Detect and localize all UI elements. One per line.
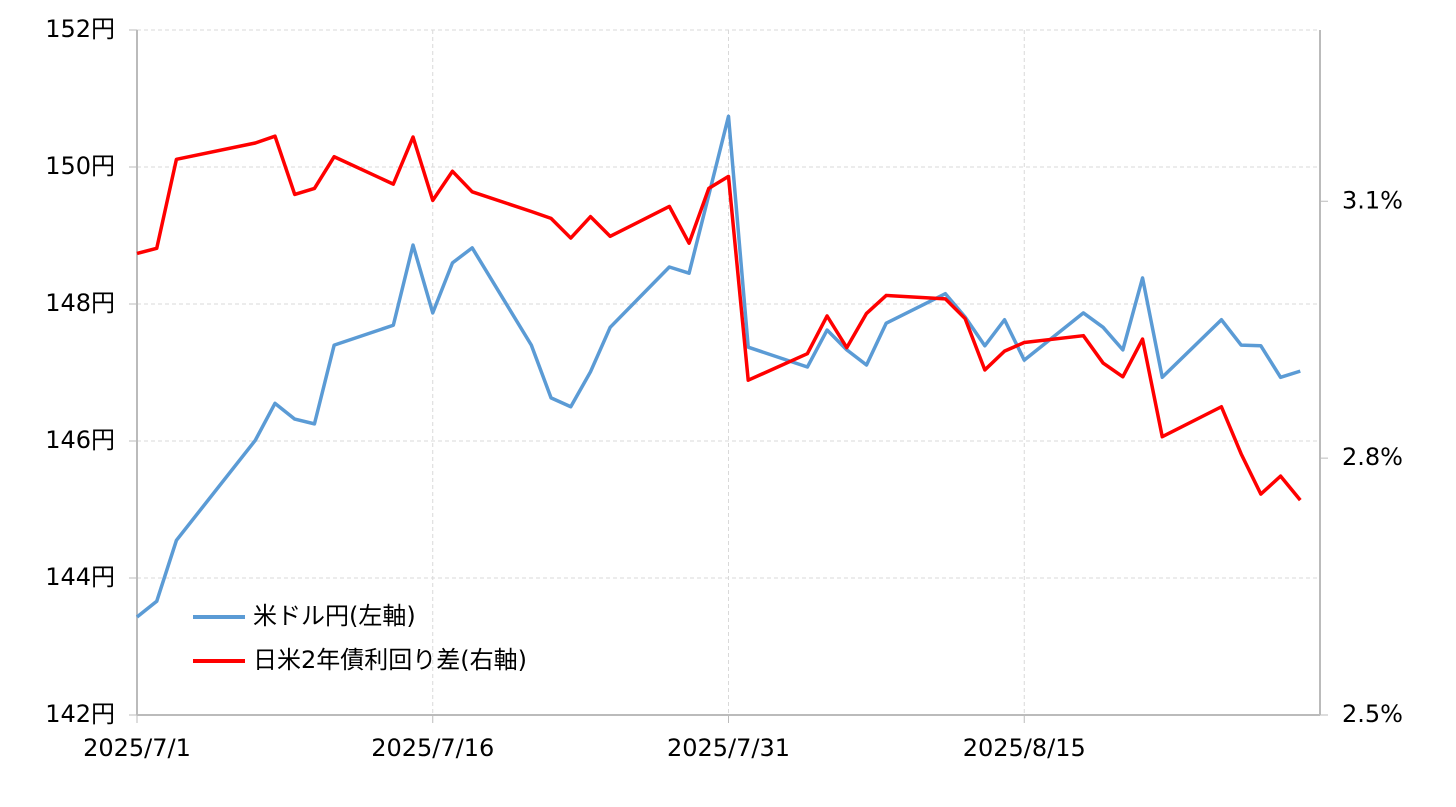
y-tick-label: 146円 [45, 426, 115, 454]
y-tick-label: 150円 [45, 152, 115, 180]
y2-tick-label: 3.1% [1342, 186, 1403, 214]
y-tick-label: 152円 [45, 15, 115, 43]
series-line [135, 114, 1301, 619]
y2-tick-label: 2.8% [1342, 443, 1403, 471]
legend-label: 日米2年債利回り差(右軸) [253, 646, 527, 674]
y-tick-label: 148円 [45, 289, 115, 317]
y-tick-label: 144円 [45, 563, 115, 591]
legend-label: 米ドル円(左軸) [253, 602, 416, 630]
x-tick-label: 2025/7/1 [83, 734, 191, 762]
x-tick-label: 2025/7/16 [371, 734, 494, 762]
y2-tick-label: 2.5% [1342, 700, 1403, 728]
y-tick-label: 142円 [45, 700, 115, 728]
x-tick-label: 2025/8/15 [963, 734, 1086, 762]
series-line [136, 134, 1302, 502]
x-tick-label: 2025/7/31 [667, 734, 790, 762]
